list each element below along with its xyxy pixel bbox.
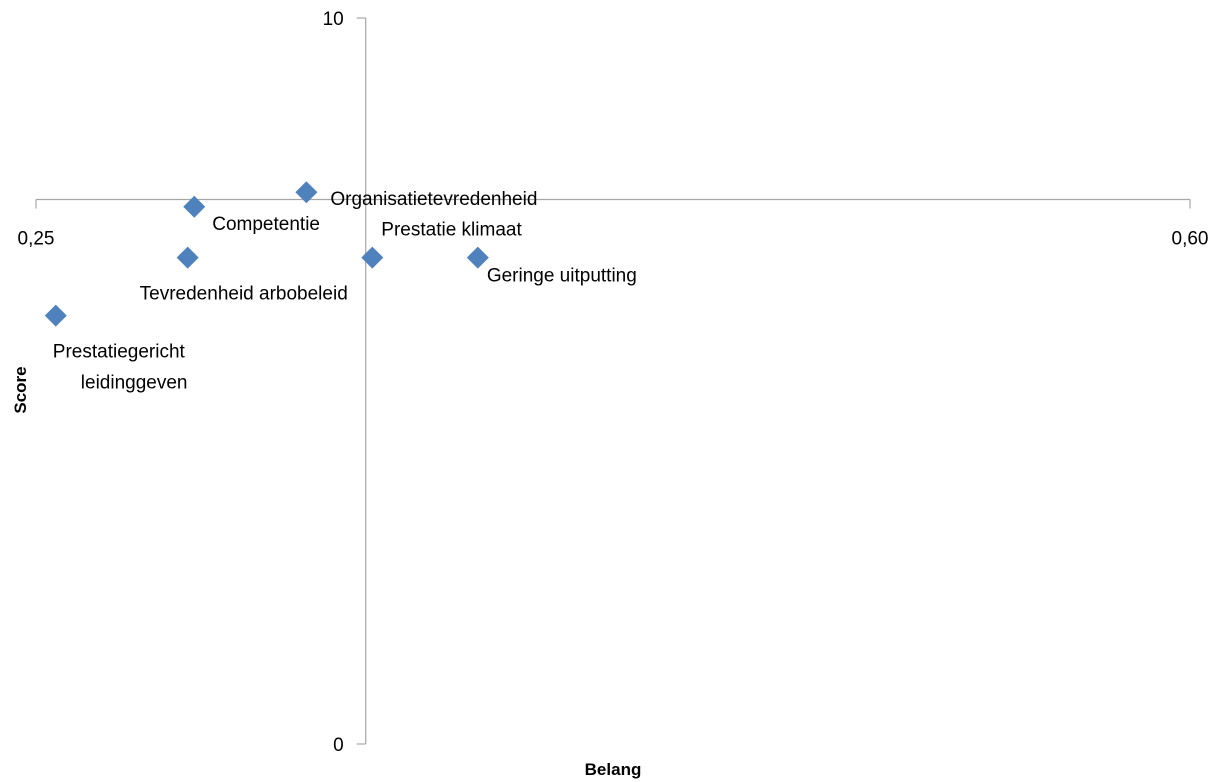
data-point-label: Geringe uitputting: [487, 266, 637, 287]
data-point-marker: [361, 246, 384, 269]
data-point-label: Tevredenheid arbobeleid: [140, 284, 348, 305]
data-point-marker: [183, 195, 206, 218]
x-tick-label-max: 0,60: [1172, 229, 1209, 250]
data-point-label: Competentie: [212, 214, 320, 235]
y-axis-title: Score: [11, 366, 30, 413]
data-point-marker: [295, 181, 318, 204]
y-tick-label-min: 0: [333, 735, 344, 756]
data-point-marker: [44, 304, 67, 327]
data-point-label: Prestatiegericht leidinggeven: [53, 342, 188, 394]
x-axis-title: Belang: [585, 760, 642, 779]
data-point-label: Organisatietevredenheid: [330, 189, 537, 210]
data-points: [44, 181, 489, 327]
axes: [35, 17, 1191, 745]
y-tick-label-max: 10: [323, 9, 344, 30]
data-point-marker: [466, 246, 489, 269]
x-tick-label-min: 0,25: [18, 229, 55, 250]
data-point-label: Prestatie klimaat: [381, 220, 522, 241]
data-labels: Organisatietevredenheid Competentie Presta…: [53, 189, 637, 393]
data-point-marker: [176, 246, 199, 269]
